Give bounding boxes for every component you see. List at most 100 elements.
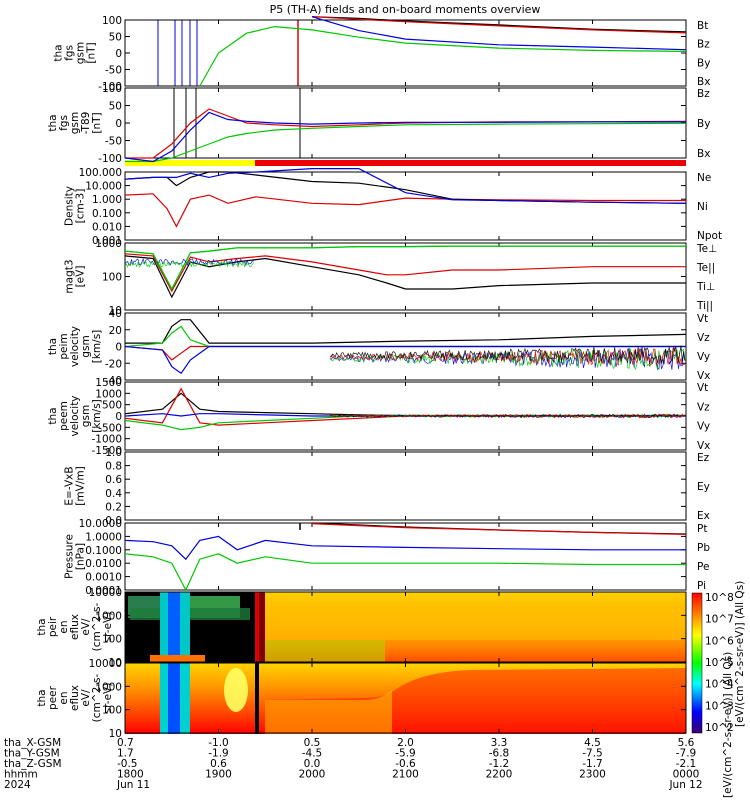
y-axis-label: gsm	[80, 335, 92, 357]
y-tick-label: 1.0000	[85, 531, 122, 543]
y-axis-label: en	[58, 691, 70, 704]
y-tick-label: 10	[109, 305, 122, 317]
y-tick-label: 0	[115, 48, 122, 60]
y-tick-label: 1000	[95, 388, 122, 400]
time-axis-value: -1.7	[582, 758, 603, 770]
y-axis-label: tha	[53, 44, 65, 61]
y-axis-label: [cm-3]	[75, 189, 87, 224]
time-axis-value: Jun 12	[668, 779, 702, 791]
legend-By: By	[697, 118, 710, 130]
colorbar-label: 10^6	[705, 635, 734, 647]
legend-Bz: Bz	[697, 39, 710, 51]
noise-trace	[125, 260, 254, 269]
y-tick-label: 40	[109, 308, 122, 320]
y-tick-label: 0.0010	[85, 572, 122, 584]
y-tick-label: 10	[109, 728, 122, 740]
y-tick-label: 0.0001	[85, 585, 122, 597]
legend-Te⊥: Te⊥	[696, 243, 717, 255]
time-axis-value: -0.5	[117, 758, 138, 770]
time-axis-value: 0.5	[304, 737, 321, 749]
y-tick-label: 10000	[89, 658, 122, 670]
y-tick-label: -1500	[91, 445, 122, 457]
y-axis-label: [mV/m]	[75, 466, 87, 505]
time-axis-value: -6.8	[489, 748, 510, 760]
y-axis-label: magt3	[64, 259, 76, 293]
y-tick-label: 50	[109, 101, 122, 113]
y-axis-label: [km/s]	[91, 330, 103, 364]
time-axis-value: 1900	[205, 769, 232, 781]
y-tick-label: 1000	[95, 681, 122, 693]
legend-Vx: Vx	[697, 370, 710, 382]
y-tick-label: 0.4	[105, 488, 122, 500]
time-axis-row-label: 2024	[4, 779, 31, 791]
y-tick-label: 0.100	[92, 208, 122, 220]
legend-Te||: Te||	[696, 262, 715, 274]
y-axis-label: (cm^2-s-	[91, 673, 103, 722]
panel-frame	[124, 242, 687, 311]
time-axis-row-label: tha_X-GSM	[4, 737, 61, 749]
colorbar-label: 10^4	[705, 679, 734, 691]
y-axis-label: tha	[36, 689, 48, 706]
y-tick-label: 50	[109, 32, 122, 44]
y-tick-label: -500	[98, 422, 122, 434]
y-axis-label: tha	[47, 338, 59, 355]
colorbar-label: 10^8	[705, 592, 734, 604]
legend-Pt: Pt	[697, 523, 707, 535]
time-axis-value: 2.0	[397, 737, 414, 749]
series-group-density	[125, 168, 686, 228]
legend-Pb: Pb	[697, 542, 710, 554]
time-axis-value: -1.9	[208, 748, 229, 760]
mode-bar-slow	[125, 160, 255, 166]
y-tick-label: -40	[105, 375, 122, 387]
time-axis-value: 1.7	[117, 748, 134, 760]
series-line-Te||	[125, 255, 686, 299]
y-tick-label: 1.0	[105, 447, 122, 459]
series-line-Vz	[125, 387, 686, 426]
legend-Npot: Npot	[697, 230, 722, 242]
time-axis-row-label: hhmm	[4, 769, 38, 781]
y-tick-label: 100	[102, 15, 122, 27]
y-axis-label: tha	[47, 114, 59, 131]
series-line-Bz	[311, 16, 686, 34]
series-line-Pe	[125, 553, 686, 592]
y-tick-label: 1500	[95, 377, 122, 389]
colorbar-label: 10^2	[705, 722, 734, 734]
legend-Ez: Ez	[697, 452, 710, 464]
y-tick-label: 10.0000	[79, 518, 122, 530]
legend-Bz: Bz	[697, 88, 710, 100]
series-line-Vy	[125, 415, 686, 431]
series-line-Vx	[125, 413, 686, 417]
legend-Ni: Ni	[697, 201, 708, 213]
y-tick-label: 0.010	[92, 221, 122, 233]
y-tick-label: -20	[105, 358, 122, 370]
series-group-temperature	[125, 245, 686, 299]
y-axis-label: [nT]	[91, 112, 103, 133]
y-tick-label: -50	[105, 65, 122, 77]
noise-trace	[329, 413, 686, 419]
y-axis-label: eV/	[80, 689, 92, 707]
panel-temperature: 1000 100 10 magt3 [eV] Te⊥ Te|| Ti⊥ Ti||	[64, 238, 718, 317]
y-axis-label: peim	[58, 333, 70, 359]
legend-Bx: Bx	[697, 148, 710, 160]
legend-Vz: Vz	[697, 401, 710, 413]
legend-Pi: Pi	[697, 580, 706, 592]
time-axis-value: 0.6	[210, 758, 227, 770]
panel-fgs-dc: 100 50 0 -50 -100 tha fgs gsm -T89 [nT] Bz By Bx	[47, 83, 710, 165]
legend-Vx: Vx	[697, 440, 710, 452]
series-line-Pb	[311, 523, 686, 535]
legend-Ti⊥: Ti⊥	[696, 281, 715, 293]
series-line-Bt	[311, 16, 686, 33]
panel-ion-spec: 10000 1000 100 10 tha peir en eflux eV/(cm^2-s-s…	[36, 587, 687, 669]
y-axis-label: en	[58, 620, 70, 633]
y-axis-label: gsm	[69, 112, 81, 134]
time-axis-value: 2200	[486, 769, 513, 781]
series-line-Vz	[125, 345, 686, 361]
legend-Vz: Vz	[697, 332, 710, 344]
y-axis-label: [nPa]	[75, 543, 87, 570]
time-axis-value: 0000	[673, 769, 700, 781]
y-tick-label: 0	[115, 118, 122, 130]
y-tick-label: -1000	[91, 434, 122, 446]
y-tick-label: 10	[109, 657, 122, 669]
y-axis-label: (cm^2-s-	[91, 602, 103, 651]
time-axis-value: 5.6	[678, 737, 695, 749]
